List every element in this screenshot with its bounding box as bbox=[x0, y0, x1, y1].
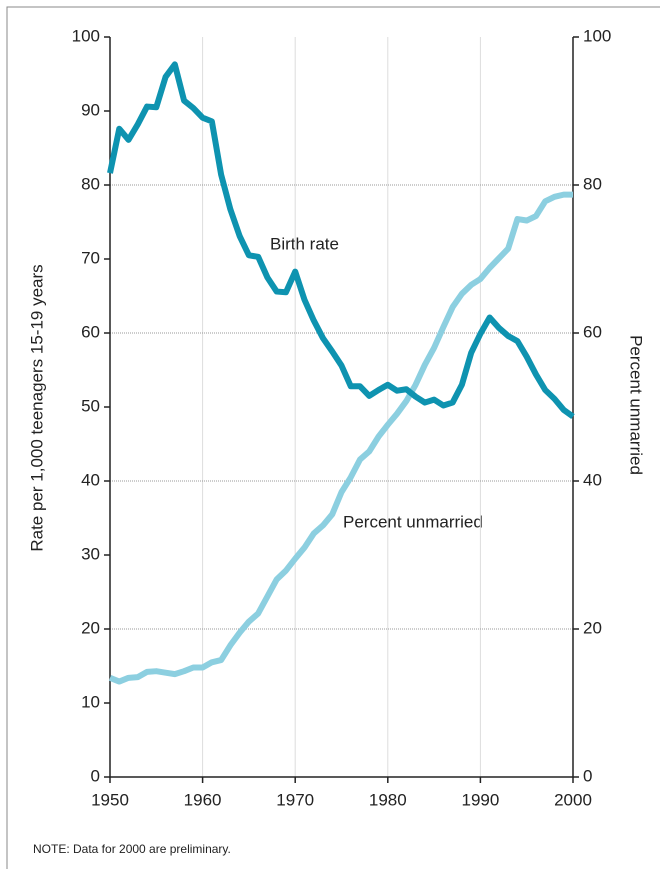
annotation: Birth rate bbox=[270, 234, 339, 253]
y2-axis-label: Percent unmarried bbox=[627, 335, 646, 475]
axes bbox=[109, 37, 574, 778]
x-tick-label: 1980 bbox=[369, 790, 407, 809]
y-tick-label: 20 bbox=[81, 618, 100, 637]
note: NOTE: Data for 2000 are preliminary. bbox=[33, 842, 231, 856]
x-tick-label: 1950 bbox=[91, 790, 129, 809]
y-tick-label: 30 bbox=[81, 544, 100, 563]
y2-tick-label: 60 bbox=[583, 322, 602, 341]
y-tick-label: 90 bbox=[81, 100, 100, 119]
frame bbox=[6, 6, 660, 869]
x-tick-label: 1970 bbox=[276, 790, 314, 809]
x-tick-label: 2000 bbox=[554, 790, 592, 809]
y-tick-label: 40 bbox=[81, 470, 100, 489]
y-tick-label: 100 bbox=[72, 26, 100, 45]
line-series bbox=[107, 61, 575, 420]
y2-tick-label: 80 bbox=[583, 174, 602, 193]
y-tick-label: 0 bbox=[91, 766, 100, 785]
x-tick-label: 1960 bbox=[184, 790, 222, 809]
y-tick-label: 60 bbox=[81, 322, 100, 341]
x-tick-label: 1990 bbox=[461, 790, 499, 809]
line-series bbox=[108, 191, 573, 685]
y2-tick-label: 20 bbox=[583, 618, 602, 637]
y-tick-label: 50 bbox=[81, 396, 100, 415]
y-axis-label: Rate per 1,000 teenagers 15-19 years bbox=[27, 264, 46, 551]
annotation: Percent unmarried bbox=[343, 512, 483, 531]
y-tick-label: 70 bbox=[81, 248, 100, 267]
y2-tick-label: 100 bbox=[583, 26, 611, 45]
y-tick-label: 10 bbox=[81, 692, 100, 711]
y-tick-label: 80 bbox=[81, 174, 100, 193]
y2-tick-label: 40 bbox=[583, 470, 602, 489]
y2-tick-label: 0 bbox=[583, 766, 592, 785]
